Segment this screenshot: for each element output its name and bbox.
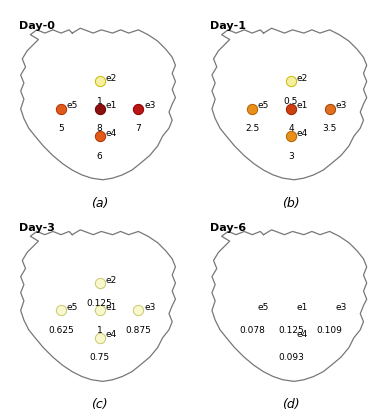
Text: (c): (c) xyxy=(91,398,108,409)
Point xyxy=(249,106,255,113)
Text: 0.5: 0.5 xyxy=(284,97,298,106)
Point xyxy=(288,134,294,140)
Text: 8: 8 xyxy=(97,124,103,133)
Text: 0.875: 0.875 xyxy=(125,325,151,334)
Text: 7: 7 xyxy=(135,124,141,133)
Text: e5: e5 xyxy=(258,101,269,110)
Text: e4: e4 xyxy=(105,330,117,339)
Text: e4: e4 xyxy=(296,128,308,137)
Point xyxy=(58,308,64,314)
Text: e5: e5 xyxy=(67,101,78,110)
Point xyxy=(288,106,294,113)
Text: e1: e1 xyxy=(296,302,308,311)
Text: e2: e2 xyxy=(105,275,117,284)
Point xyxy=(96,106,103,113)
Text: e3: e3 xyxy=(144,101,155,110)
Text: e4: e4 xyxy=(296,330,308,339)
Text: 1: 1 xyxy=(97,97,103,106)
Text: e3: e3 xyxy=(144,302,155,311)
Text: e1: e1 xyxy=(296,101,308,110)
Point xyxy=(288,79,294,85)
Text: 6: 6 xyxy=(97,151,103,160)
Text: e4: e4 xyxy=(105,128,117,137)
Text: e2: e2 xyxy=(296,74,308,83)
Text: (a): (a) xyxy=(91,196,109,209)
Point xyxy=(135,308,142,314)
Text: e3: e3 xyxy=(335,101,347,110)
Point xyxy=(326,106,333,113)
Text: Day-1: Day-1 xyxy=(210,21,246,31)
Text: 0.093: 0.093 xyxy=(278,353,304,362)
Text: e1: e1 xyxy=(105,302,117,311)
Text: Day-0: Day-0 xyxy=(19,21,55,31)
Text: 4: 4 xyxy=(288,124,294,133)
Text: 2.5: 2.5 xyxy=(245,124,259,133)
Text: e1: e1 xyxy=(105,101,117,110)
Text: 0.125: 0.125 xyxy=(87,298,112,307)
Text: e5: e5 xyxy=(258,302,269,311)
Point xyxy=(58,106,64,113)
Text: Day-3: Day-3 xyxy=(19,222,55,232)
Point xyxy=(96,280,103,287)
Text: 3.5: 3.5 xyxy=(322,124,337,133)
Text: 5: 5 xyxy=(58,124,64,133)
Text: 0.109: 0.109 xyxy=(317,325,343,334)
Point xyxy=(96,79,103,85)
Text: 0.75: 0.75 xyxy=(89,353,110,362)
Text: Day-6: Day-6 xyxy=(210,222,247,232)
Point xyxy=(96,308,103,314)
Text: e3: e3 xyxy=(335,302,347,311)
Text: 3: 3 xyxy=(288,151,294,160)
Point xyxy=(96,134,103,140)
Text: e2: e2 xyxy=(105,74,117,83)
Point xyxy=(135,106,142,113)
Text: 0.625: 0.625 xyxy=(48,325,74,334)
Text: 0.078: 0.078 xyxy=(239,325,265,334)
Text: e5: e5 xyxy=(67,302,78,311)
Text: 1: 1 xyxy=(97,325,103,334)
Text: (b): (b) xyxy=(282,196,300,209)
Text: (d): (d) xyxy=(282,398,300,409)
Text: 0.125: 0.125 xyxy=(278,325,304,334)
Point xyxy=(96,335,103,341)
